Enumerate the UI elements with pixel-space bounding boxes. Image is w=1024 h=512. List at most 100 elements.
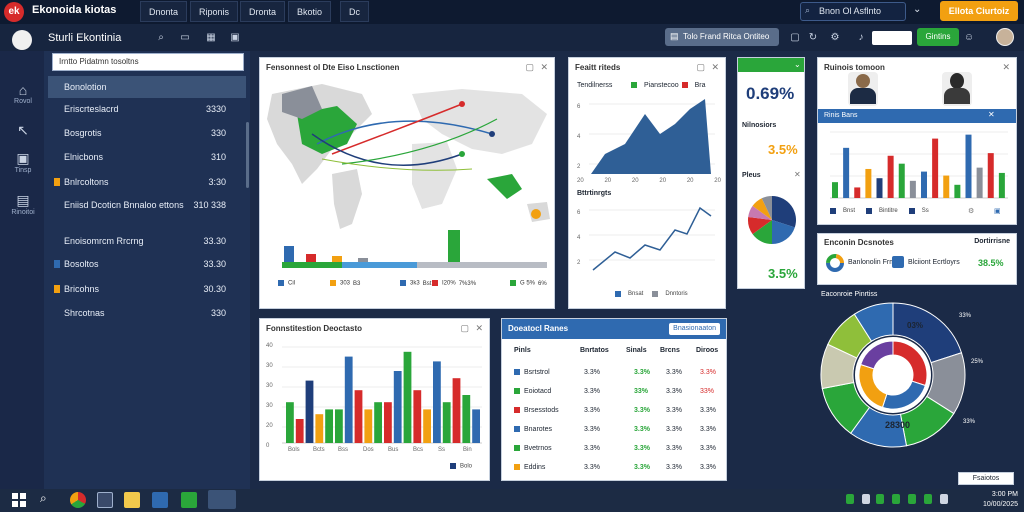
chart-bar[interactable] bbox=[865, 168, 872, 198]
chart-bar[interactable] bbox=[452, 378, 461, 443]
topnav-item-1[interactable]: Dnonta bbox=[140, 1, 188, 22]
chart-bar[interactable] bbox=[462, 395, 471, 443]
settings-icon[interactable]: ⚙ bbox=[830, 32, 840, 43]
sidebar-item[interactable]: Elnicbons 310 bbox=[48, 146, 246, 168]
table-row[interactable]: Bnarotes 3.3% 3.3% 3.3% 3.3% bbox=[510, 422, 722, 438]
chart-bar[interactable] bbox=[413, 390, 422, 443]
top-search-field[interactable]: Bnon Ol Asflnto bbox=[800, 2, 906, 21]
pie-slice[interactable] bbox=[748, 216, 772, 235]
chart-bar[interactable] bbox=[423, 409, 431, 443]
chart-bar[interactable] bbox=[325, 409, 333, 443]
corner-button[interactable]: Fsaiotos bbox=[958, 472, 1014, 485]
donut-segment[interactable] bbox=[860, 340, 894, 370]
clock[interactable]: 3:00 PM 10/00/2025 bbox=[960, 490, 1018, 510]
team-bar-chart[interactable] bbox=[822, 124, 1012, 204]
close-icon[interactable]: ✕ bbox=[475, 323, 483, 333]
topnav-item-5[interactable]: Dc bbox=[340, 1, 369, 22]
chart-bar[interactable] bbox=[295, 419, 304, 443]
refresh-icon[interactable]: ↻ bbox=[808, 32, 818, 43]
sidebar-item[interactable]: Bosgrotis 330 bbox=[48, 122, 246, 144]
chart-bar[interactable] bbox=[384, 402, 392, 443]
tray-icon[interactable] bbox=[908, 494, 916, 504]
store-icon[interactable] bbox=[152, 492, 168, 508]
sidebar-item[interactable]: Bonolotion bbox=[48, 76, 246, 98]
tray-icon[interactable] bbox=[846, 494, 854, 504]
sidebar-item[interactable]: Shrcotnas 330 bbox=[48, 302, 246, 324]
sidebar-item[interactable]: Bricohns 30.30 bbox=[48, 278, 246, 300]
active-app-icon[interactable] bbox=[208, 490, 236, 509]
expand-icon[interactable]: ▢ bbox=[525, 62, 534, 72]
chat-icon[interactable]: ▢ bbox=[790, 32, 800, 43]
chart-bar[interactable] bbox=[998, 172, 1005, 198]
mini-input[interactable] bbox=[872, 31, 912, 45]
settings-icon[interactable]: ⚙ bbox=[968, 208, 975, 215]
chart-bar[interactable] bbox=[943, 175, 950, 198]
start-icon[interactable] bbox=[12, 493, 26, 507]
stat-pie-chart[interactable] bbox=[746, 194, 798, 246]
sidebar-scrollbar[interactable] bbox=[246, 122, 249, 188]
chart-bar[interactable] bbox=[876, 178, 883, 198]
app-icon[interactable] bbox=[181, 492, 197, 508]
profile-avatar[interactable] bbox=[996, 28, 1014, 46]
camera-icon[interactable] bbox=[97, 492, 113, 508]
pie-slice[interactable] bbox=[772, 196, 796, 228]
share-icon[interactable]: ▣ bbox=[994, 208, 1001, 215]
chart-bar[interactable] bbox=[898, 163, 905, 198]
top-cta-button[interactable]: Ellota Ciurtoiz bbox=[940, 1, 1018, 21]
donut-chart[interactable]: 28300 03% bbox=[817, 299, 969, 451]
chart-bar[interactable] bbox=[854, 187, 861, 198]
pie-slice[interactable] bbox=[772, 220, 795, 244]
chart-bar[interactable] bbox=[442, 402, 451, 443]
world-map[interactable] bbox=[262, 74, 552, 234]
chart-bar[interactable] bbox=[954, 184, 961, 198]
app-logo[interactable]: ek bbox=[4, 2, 24, 22]
pie-slice[interactable] bbox=[752, 220, 772, 244]
close-icon[interactable]: ✕ bbox=[988, 110, 995, 119]
bell-icon[interactable]: ♪ bbox=[858, 32, 864, 43]
chart-bar[interactable] bbox=[976, 167, 983, 198]
tray-icon[interactable] bbox=[862, 494, 870, 504]
user-icon[interactable]: ☺ bbox=[963, 32, 975, 43]
chart-bar[interactable] bbox=[965, 134, 972, 198]
chart-bar[interactable] bbox=[472, 409, 480, 443]
bookmark-icon[interactable]: ▣ bbox=[230, 32, 240, 43]
user-avatar[interactable] bbox=[12, 30, 32, 50]
chart-bar[interactable] bbox=[832, 182, 838, 198]
folder-icon[interactable]: ▭ bbox=[180, 32, 190, 43]
table-row[interactable]: Bvetrnos 3.3% 3.3% 3.3% 3.3% bbox=[510, 441, 722, 457]
expand-icon[interactable]: ▢ bbox=[460, 323, 469, 333]
rail-item-docs[interactable]: ▤ Rinoitoi bbox=[6, 192, 40, 216]
table-row[interactable]: Eddins 3.3% 3.3% 3.3% 3.3% bbox=[510, 460, 722, 476]
table-row[interactable]: Brsesstods 3.3% 3.3% 3.3% 3.3% bbox=[510, 403, 722, 419]
rail-item-home[interactable]: ⌂ Rovol bbox=[6, 82, 40, 105]
rail-item-transfer[interactable]: ↖ bbox=[6, 122, 40, 139]
close-icon[interactable]: ✕ bbox=[1002, 62, 1010, 72]
search-icon[interactable]: ⌕ bbox=[158, 32, 164, 43]
filter-button[interactable]: Tolo Frand Ritca Ontiteo bbox=[665, 28, 779, 46]
chart-bar[interactable] bbox=[909, 180, 916, 198]
tray-icon[interactable] bbox=[924, 494, 932, 504]
topnav-item-2[interactable]: Riponis bbox=[190, 1, 239, 22]
table-row[interactable]: Eoiotacd 3.3% 33% 3.3% 33% bbox=[510, 384, 722, 400]
chart-bar[interactable] bbox=[305, 380, 314, 443]
tray-icon[interactable] bbox=[892, 494, 900, 504]
chart-bar[interactable] bbox=[921, 171, 927, 198]
sidebar-item[interactable]: Eriscrteslacrd 3330 bbox=[48, 98, 246, 120]
sidebar-item[interactable]: Eniisd Dcoticn Bnnaloo ettons 310 338 bbox=[48, 194, 246, 216]
area-chart[interactable]: 6 4 2 bbox=[575, 94, 721, 184]
chart-bar[interactable] bbox=[374, 402, 382, 443]
chart-bar[interactable] bbox=[315, 414, 324, 443]
wifi-icon[interactable] bbox=[940, 494, 948, 504]
chart-bar[interactable] bbox=[987, 153, 994, 198]
sidebar-item[interactable]: Bnlrcoltons 3:30 bbox=[48, 171, 246, 193]
close-icon[interactable]: ✕ bbox=[794, 170, 801, 179]
bars-chart[interactable] bbox=[282, 339, 482, 449]
chart-bar[interactable] bbox=[286, 402, 294, 443]
sidebar-search-input[interactable]: Irntto Pidatmn tosoltns bbox=[52, 53, 244, 71]
browser-icon[interactable] bbox=[70, 492, 86, 508]
chart-bar[interactable] bbox=[354, 390, 363, 443]
chart-bar[interactable] bbox=[403, 351, 412, 443]
pie-slice[interactable] bbox=[761, 196, 772, 220]
chart-bar[interactable] bbox=[887, 155, 894, 198]
tray-icon[interactable] bbox=[876, 494, 884, 504]
